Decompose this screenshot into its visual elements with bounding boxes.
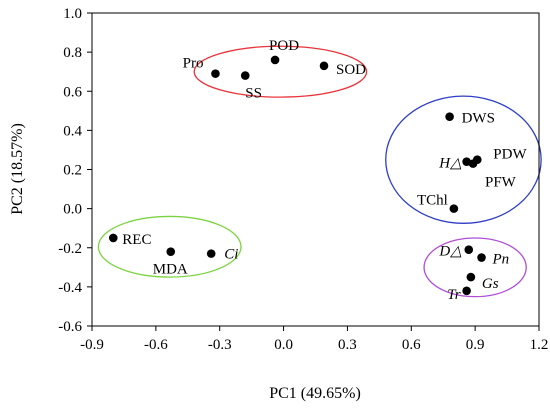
y-tick-label: 0.4: [63, 123, 82, 139]
data-point: [468, 159, 478, 168]
x-tick-label: 0.0: [274, 337, 293, 353]
point-label: MDA: [153, 262, 188, 278]
point-label: Pn: [492, 252, 510, 268]
data-point: [445, 112, 454, 121]
group-ellipse-1: [193, 45, 368, 98]
data-point: [449, 204, 459, 213]
point-label: Pro: [183, 56, 204, 72]
y-tick-label: 0.8: [63, 45, 82, 61]
group-ellipse-2: [385, 95, 542, 224]
data-point: [108, 233, 118, 243]
point-label: REC: [122, 232, 151, 248]
point-label: PFW: [485, 175, 517, 191]
point-label: DWS: [462, 111, 495, 127]
point-label: Ci: [224, 247, 238, 263]
x-tick-label: -0.9: [80, 337, 104, 353]
group-ellipse-3: [97, 215, 242, 278]
x-tick-label: 0.9: [466, 337, 485, 353]
x-tick-label: 0.6: [402, 337, 421, 353]
y-tick-label: 0.0: [63, 202, 82, 218]
y-tick-label: 1.0: [63, 6, 82, 22]
data-point: [211, 69, 220, 78]
x-tick-label: 1.2: [530, 337, 549, 353]
axis-ticks: -0.9 -0.6 -0.3 0.0 0.3 0.6 0.9 1.2 -0.6 -0.4 -0.2 0…: [58, 6, 548, 353]
data-point: [319, 61, 329, 71]
data-point: [206, 249, 216, 258]
group-ellipse-4: [423, 237, 527, 298]
data-point: [477, 253, 486, 262]
data-point: [270, 55, 280, 65]
point-label: POD: [269, 38, 299, 54]
data-point: [464, 245, 474, 255]
y-axis-title: PC2 (18.57%): [9, 123, 26, 215]
point-label: SS: [245, 86, 262, 102]
y-tick-label: -0.2: [58, 241, 82, 257]
point-label: H△: [438, 156, 462, 172]
y-tick-label: -0.4: [58, 280, 82, 296]
x-axis-title: PC1 (49.65%): [269, 385, 361, 402]
x-tick-label: -0.6: [144, 337, 168, 353]
point-label: SOD: [336, 62, 366, 78]
y-tick-label: 0.2: [63, 163, 82, 179]
y-tick-label: -0.6: [58, 319, 82, 335]
point-label: PDW: [493, 147, 527, 163]
data-point: [166, 247, 176, 256]
point-label: TChl: [417, 193, 448, 209]
point-label: Gs: [482, 276, 499, 292]
group-ellipses: [97, 45, 542, 298]
x-tick-label: -0.3: [208, 337, 232, 353]
y-tick-label: 0.6: [63, 84, 82, 100]
data-point: [240, 71, 250, 80]
point-label: D△: [438, 244, 462, 260]
point-label: Tr: [447, 287, 461, 303]
data-point: [462, 286, 471, 296]
x-tick-label: 0.3: [338, 337, 357, 353]
data-point: [466, 272, 476, 282]
